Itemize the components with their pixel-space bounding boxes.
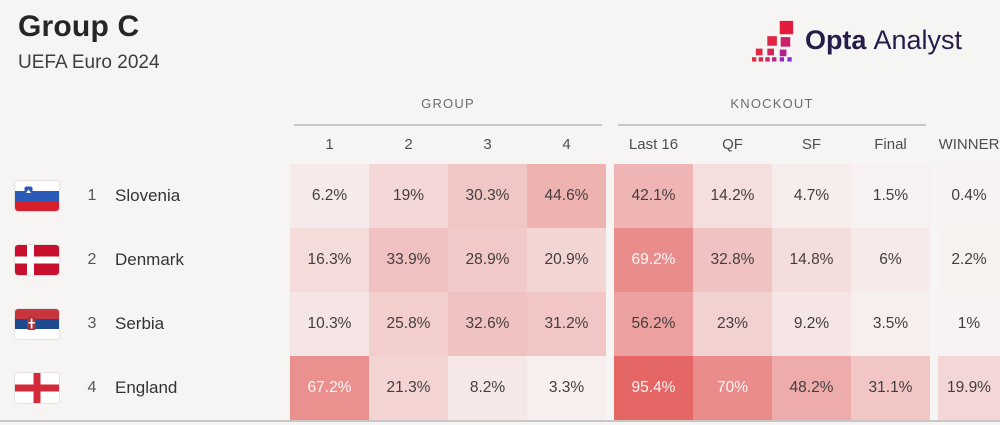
probability-cell-denmark-winner: 2.2%: [938, 228, 1000, 292]
probability-cell-denmark-last-16: 69.2%: [614, 228, 693, 292]
probability-cell-slovenia-qf: 14.2%: [693, 164, 772, 228]
section-header-knockout: KNOCKOUT: [730, 96, 814, 111]
probability-cell-serbia-3: 32.6%: [448, 292, 527, 356]
bottom-rule: [0, 420, 1000, 422]
section-gap: [930, 131, 938, 157]
probability-cell-denmark-2: 33.9%: [369, 228, 448, 292]
probability-cell-england-1: 67.2%: [290, 356, 369, 420]
column-header-spacer: [0, 131, 290, 157]
probability-cell-slovenia-2: 19%: [369, 164, 448, 228]
probability-cell-slovenia-1: 6.2%: [290, 164, 369, 228]
probability-cell-serbia-last-16: 56.2%: [614, 292, 693, 356]
column-header-2: 2: [404, 135, 413, 153]
page-title: Group C: [18, 10, 140, 43]
team-name: Serbia: [115, 314, 165, 333]
team-label-cell: 4 England: [0, 356, 290, 420]
section-gap: [606, 292, 614, 356]
probability-cell-denmark-qf: 32.8%: [693, 228, 772, 292]
section-gap: [930, 228, 938, 292]
probability-cell-serbia-2: 25.8%: [369, 292, 448, 356]
section-gap: [930, 356, 938, 420]
probability-cell-serbia-qf: 23%: [693, 292, 772, 356]
probability-table: 1 Slovenia 6.2% 19% 30.3% 44.6% 42.1% 14.2% 4.7%…: [0, 164, 1000, 420]
section-gap: [606, 164, 614, 228]
group-position-rank: 1: [87, 187, 97, 204]
probability-cell-serbia-final: 3.5%: [851, 292, 930, 356]
team-label-cell: 1 Slovenia: [0, 164, 290, 228]
column-header-row: 1 2 3 4 Last 16 QF SF Final WINNER: [0, 131, 1000, 157]
section-gap: [606, 356, 614, 420]
team-label-cell: 2 Denmark: [0, 228, 290, 292]
team-name: Slovenia: [115, 186, 181, 205]
probability-cell-serbia-winner: 1%: [938, 292, 1000, 356]
section-gap: [930, 292, 938, 356]
group-position-rank: 2: [87, 251, 97, 268]
column-header-qf: QF: [722, 135, 743, 153]
section-gap: [930, 164, 938, 228]
table-row-slovenia: 1 Slovenia 6.2% 19% 30.3% 44.6% 42.1% 14.2% 4.7%…: [0, 164, 1000, 228]
opta-pixel-stairs-icon: [751, 20, 794, 62]
probability-cell-slovenia-final: 1.5%: [851, 164, 930, 228]
serbia-flag-icon: [15, 309, 59, 339]
probability-cell-serbia-1: 10.3%: [290, 292, 369, 356]
probability-cell-england-2: 21.3%: [369, 356, 448, 420]
logo-opta-text: Opta: [804, 24, 867, 55]
group-position-rank: 3: [87, 315, 97, 332]
team-label-cell: 3 Serbia: [0, 292, 290, 356]
probability-cell-denmark-1: 16.3%: [290, 228, 369, 292]
slovenia-flag-icon: [15, 181, 59, 211]
column-header-sf: SF: [801, 135, 822, 153]
knockout-section-underline: [618, 124, 926, 126]
probability-cell-england-4: 3.3%: [527, 356, 606, 420]
table-row-serbia: 3 Serbia 10.3% 25.8% 32.6% 31.2% 56.2% 23% 9.2% 3…: [0, 292, 1000, 356]
team-name: Denmark: [115, 250, 184, 269]
probability-cell-england-final: 31.1%: [851, 356, 930, 420]
column-header-winner: WINNER: [938, 135, 1000, 153]
probability-cell-england-last-16: 95.4%: [614, 356, 693, 420]
probability-cell-england-3: 8.2%: [448, 356, 527, 420]
logo-analyst-text: Analyst: [873, 24, 962, 55]
probability-cell-denmark-4: 20.9%: [527, 228, 606, 292]
probability-cell-denmark-final: 6%: [851, 228, 930, 292]
probability-cell-england-qf: 70%: [693, 356, 772, 420]
denmark-flag-icon: [15, 245, 59, 275]
column-header-4: 4: [562, 135, 571, 153]
column-header-final: Final: [874, 135, 907, 153]
group-position-rank: 4: [87, 379, 97, 396]
probability-cell-serbia-4: 31.2%: [527, 292, 606, 356]
page-subtitle: UEFA Euro 2024: [18, 52, 160, 73]
section-header-group: GROUP: [421, 96, 475, 111]
probability-cell-slovenia-last-16: 42.1%: [614, 164, 693, 228]
opta-analyst-wordmark: Opta Analyst: [805, 25, 962, 56]
probability-cell-denmark-sf: 14.8%: [772, 228, 851, 292]
probability-cell-denmark-3: 28.9%: [448, 228, 527, 292]
probability-cell-england-sf: 48.2%: [772, 356, 851, 420]
probability-cell-slovenia-4: 44.6%: [527, 164, 606, 228]
probability-cell-slovenia-3: 30.3%: [448, 164, 527, 228]
group-section-underline: [294, 124, 602, 126]
section-gap: [606, 228, 614, 292]
team-name: England: [115, 378, 178, 397]
probability-cell-slovenia-sf: 4.7%: [772, 164, 851, 228]
column-header-1: 1: [325, 135, 334, 153]
column-header-last-16: Last 16: [628, 135, 679, 153]
column-header-3: 3: [483, 135, 492, 153]
probability-cell-serbia-sf: 9.2%: [772, 292, 851, 356]
table-row-denmark: 2 Denmark 16.3% 33.9% 28.9% 20.9% 69.2% 32.8% 14…: [0, 228, 1000, 292]
england-flag-icon: [15, 373, 59, 403]
opta-analyst-logo: Opta Analyst: [751, 18, 962, 62]
table-row-england: 4 England 67.2% 21.3% 8.2% 3.3% 95.4% 70% 48.2% 3…: [0, 356, 1000, 420]
section-gap: [606, 131, 614, 157]
probability-cell-england-winner: 19.9%: [938, 356, 1000, 420]
probability-cell-slovenia-winner: 0.4%: [938, 164, 1000, 228]
